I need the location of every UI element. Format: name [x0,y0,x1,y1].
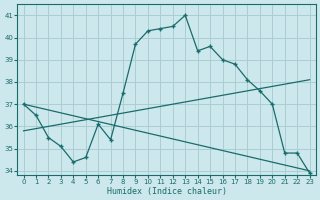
X-axis label: Humidex (Indice chaleur): Humidex (Indice chaleur) [107,187,227,196]
